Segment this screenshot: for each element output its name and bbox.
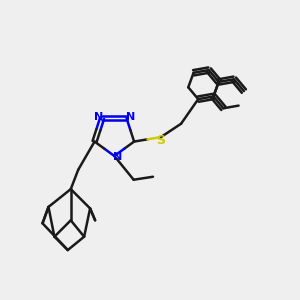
Text: N: N: [94, 112, 103, 122]
Text: N: N: [113, 152, 122, 162]
Text: S: S: [156, 134, 165, 147]
Text: N: N: [125, 112, 135, 122]
